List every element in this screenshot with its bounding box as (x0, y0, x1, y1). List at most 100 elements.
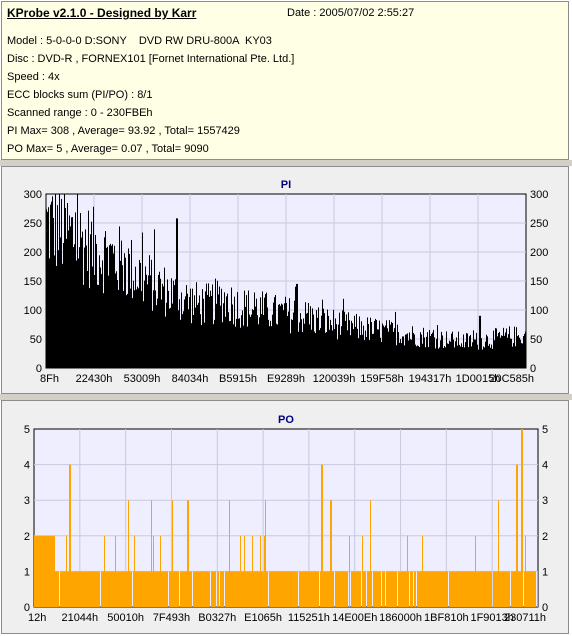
bar (245, 571, 246, 607)
bar (327, 309, 328, 368)
bar (419, 571, 420, 607)
x-tick-label: 84034h (172, 373, 209, 385)
bar (505, 332, 506, 368)
bar (537, 571, 538, 607)
bar (292, 319, 293, 368)
bar (201, 324, 202, 368)
bar (276, 571, 277, 607)
bar (367, 317, 368, 368)
bar (264, 535, 265, 607)
bar (525, 331, 526, 368)
bar (358, 338, 359, 368)
bar (289, 571, 290, 607)
bar (174, 571, 175, 607)
bar (325, 332, 326, 368)
bar (237, 571, 238, 607)
bar (61, 198, 62, 368)
bar (52, 535, 53, 607)
bar (46, 209, 47, 368)
bar (390, 571, 391, 607)
bar (478, 349, 479, 368)
bar (151, 259, 152, 368)
bar (119, 571, 120, 607)
bar (118, 289, 119, 368)
bar (157, 298, 158, 368)
bar (250, 316, 251, 368)
bar (85, 229, 86, 368)
bar (407, 333, 408, 368)
bar (484, 571, 485, 607)
bar (229, 500, 230, 607)
bar (272, 314, 273, 368)
bar (124, 253, 125, 368)
bar (376, 571, 377, 607)
info-pi-stats: PI Max= 308 , Average= 93.92 , Total= 15… (7, 125, 240, 137)
bar (145, 571, 146, 607)
bar (229, 321, 230, 368)
bar (285, 571, 286, 607)
bar (433, 571, 434, 607)
y-tick-label-right: 5 (542, 424, 548, 436)
bar (452, 571, 453, 607)
bar (398, 332, 399, 368)
bar (194, 571, 195, 607)
bar (256, 571, 257, 607)
bar (189, 297, 190, 368)
bar (435, 571, 436, 607)
bar (469, 336, 470, 368)
bar (289, 298, 290, 368)
bar (433, 329, 434, 368)
bar (412, 571, 413, 607)
bar (220, 571, 221, 607)
bar (187, 293, 188, 368)
bar (99, 571, 100, 607)
bar (253, 571, 254, 607)
y-tick-label-left: 4 (24, 460, 30, 472)
bar (147, 284, 148, 368)
bar (518, 335, 519, 368)
bar (426, 571, 427, 607)
bar (501, 571, 502, 607)
bar (524, 333, 525, 368)
bar (176, 218, 177, 368)
bar (422, 535, 423, 607)
bar (198, 302, 199, 368)
bar (87, 270, 88, 368)
bar (522, 343, 523, 368)
bar (212, 571, 213, 607)
bar (224, 292, 225, 368)
bar (502, 571, 503, 607)
bar (240, 327, 241, 368)
bar (196, 282, 197, 368)
bar (378, 329, 379, 368)
bar (49, 258, 50, 368)
bar (340, 571, 341, 607)
bar (109, 571, 110, 607)
bar (427, 571, 428, 607)
bar (391, 571, 392, 607)
bar (511, 338, 512, 368)
bar (322, 299, 323, 368)
bar (244, 535, 245, 607)
bar (162, 571, 163, 607)
bar (68, 571, 69, 607)
bar (82, 571, 83, 607)
chart-title: PI (281, 179, 291, 191)
bar (221, 288, 222, 368)
bar (233, 571, 234, 607)
bar (89, 571, 90, 607)
bar (461, 343, 462, 368)
bar (60, 237, 61, 368)
bar (281, 303, 282, 368)
bar (297, 571, 298, 607)
bar (254, 292, 255, 368)
bar (279, 571, 280, 607)
bar (159, 271, 160, 368)
bar (241, 571, 242, 607)
bar (105, 571, 106, 607)
x-tick-label: 21044h (61, 612, 98, 624)
bar (214, 319, 215, 368)
bar (290, 333, 291, 368)
bar (393, 331, 394, 368)
bar (270, 571, 271, 607)
